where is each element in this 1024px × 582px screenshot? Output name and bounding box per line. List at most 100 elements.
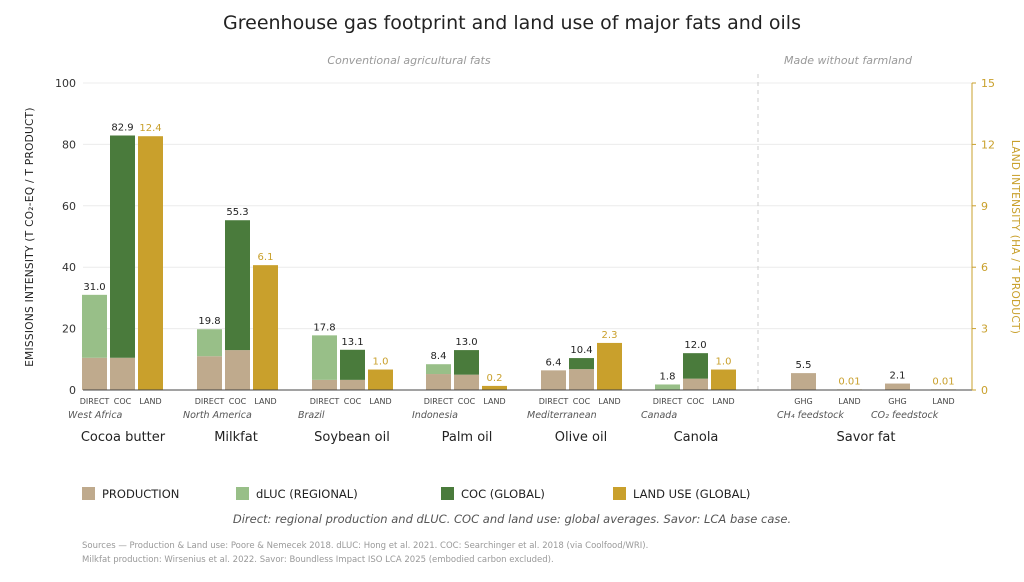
bar-segment-dluc (197, 329, 222, 357)
bar-category-label: LAND (932, 397, 954, 406)
bar-category-label: LAND (838, 397, 860, 406)
legend-swatch (441, 487, 454, 500)
bar-segment-coc (225, 220, 250, 351)
bar-category-label: LAND (369, 397, 391, 406)
bar-value-label: 2.1 (890, 371, 906, 382)
bar-segment-production (885, 383, 910, 390)
y-tick-left: 40 (62, 261, 76, 274)
legend-item: COC (GLOBAL) (441, 487, 545, 501)
product-label: Palm oil (442, 430, 493, 445)
bar-value-label: 12.4 (139, 123, 161, 134)
bar-group: 2.1 GHG 0.01 LAND CO₂ feedstock (871, 371, 956, 421)
bar-value-label: 1.0 (373, 357, 389, 368)
bar-group: 8.4 DIRECT 13.0 COC 0.2 LAND Indonesia (412, 337, 507, 421)
bar-value-label: 1.0 (716, 357, 732, 368)
product-label: Cocoa butter (81, 430, 166, 445)
y-tick-right: 12 (981, 138, 995, 151)
y-tick-right: 3 (981, 323, 988, 336)
legend-item: LAND USE (GLOBAL) (613, 487, 750, 501)
bar-value-label: 6.1 (258, 252, 274, 263)
bar-segment-production (569, 369, 594, 390)
bar-category-label: GHG (794, 397, 812, 406)
bar-group: 31.0 DIRECT 82.9 COC 12.4 LAND West Africa (68, 122, 163, 421)
y-tick-left: 80 (62, 138, 76, 151)
bar-segment-dluc (82, 294, 107, 358)
legend-item: PRODUCTION (82, 487, 179, 501)
bar-segment-production (82, 357, 107, 390)
product-label: Canola (674, 430, 719, 445)
y-tick-right: 6 (981, 261, 988, 274)
bar-segment-coc (340, 349, 365, 380)
bar-category-label: DIRECT (310, 397, 340, 406)
y-tick-left: 20 (62, 323, 76, 336)
bar-value-label: 31.0 (83, 282, 105, 293)
bar-value-label: 10.4 (570, 345, 592, 356)
legend: PRODUCTION dLUC (REGIONAL) COC (GLOBAL) LAN… (82, 487, 750, 501)
bar-land-use (253, 265, 278, 390)
bar-group: 1.8 DIRECT 12.0 COC 1.0 LAND Canada (641, 340, 736, 421)
bar-value-label: 17.8 (313, 322, 335, 333)
bar-segment-dluc (655, 384, 680, 390)
bar-segment-production (454, 374, 479, 390)
bar-segment-dluc (312, 335, 337, 380)
bar-value-label: 55.3 (226, 207, 248, 218)
bar-value-label: 2.3 (602, 330, 618, 341)
y-tick-right: 9 (981, 200, 988, 213)
bar-value-label: 13.1 (341, 337, 363, 348)
y-tick-right: 15 (981, 77, 995, 90)
region-label: North America (183, 410, 252, 421)
chart-title: Greenhouse gas footprint and land use of… (223, 12, 801, 34)
y-tick-left: 0 (69, 384, 76, 397)
legend-item: dLUC (REGIONAL) (236, 487, 358, 501)
legend-label: dLUC (REGIONAL) (256, 487, 358, 501)
sources-line-2: Milkfat production: Wirsenius et al. 202… (82, 555, 554, 565)
bars-layer: 31.0 DIRECT 82.9 COC 12.4 LAND West Africa 19.8… (68, 122, 956, 445)
bar-value-label: 12.0 (684, 340, 706, 351)
bar-segment-production (225, 350, 250, 390)
bar-category-label: LAND (598, 397, 620, 406)
bar-category-label: DIRECT (424, 397, 454, 406)
region-label: CH₄ feedstock (777, 410, 844, 421)
bar-segment-production (312, 379, 337, 390)
bar-land-use (597, 342, 622, 390)
gridlines (83, 82, 972, 330)
region-label: Brazil (298, 410, 325, 421)
bar-group: 17.8 DIRECT 13.1 COC 1.0 LAND Brazil (298, 322, 393, 421)
section-label-conventional: Conventional agricultural fats (327, 54, 490, 67)
bar-category-label: GHG (888, 397, 906, 406)
bar-value-label: 82.9 (111, 122, 133, 133)
legend-swatch (613, 487, 626, 500)
bar-category-label: DIRECT (80, 397, 110, 406)
bar-segment-production (683, 378, 708, 390)
legend-label: PRODUCTION (102, 487, 179, 501)
bar-value-label: 6.4 (546, 357, 562, 368)
y-axis-left-ticks: 0 20 40 60 80 100 (55, 77, 76, 397)
bar-category-label: COC (114, 397, 132, 406)
legend-swatch (236, 487, 249, 500)
bar-category-label: DIRECT (195, 397, 225, 406)
bar-category-label: COC (344, 397, 362, 406)
bar-group: 5.5 GHG 0.01 LAND CH₄ feedstock (777, 360, 862, 421)
bar-value-label: 19.8 (198, 316, 220, 327)
y-axis-left-label: EMISSIONS INTENSITY (T CO₂-EQ / T PRODUC… (24, 107, 36, 367)
bar-segment-coc (454, 350, 479, 375)
bar-segment-coc (569, 358, 594, 370)
bar-segment-coc (683, 353, 708, 379)
bar-category-label: LAND (712, 397, 734, 406)
bar-segment-dluc (426, 364, 451, 375)
legend-label: COC (GLOBAL) (461, 487, 545, 501)
bar-segment-production (791, 373, 816, 390)
region-label: Canada (641, 410, 677, 421)
bar-value-label: 8.4 (431, 351, 447, 362)
y-tick-left: 100 (55, 77, 76, 90)
bar-segment-coc (110, 135, 135, 358)
bar-segment-production (110, 357, 135, 390)
bar-segment-production (197, 356, 222, 390)
bar-land-use (711, 369, 736, 390)
product-label: Milkfat (214, 430, 258, 445)
bar-value-label: 0.01 (838, 376, 860, 387)
bar-category-label: LAND (139, 397, 161, 406)
